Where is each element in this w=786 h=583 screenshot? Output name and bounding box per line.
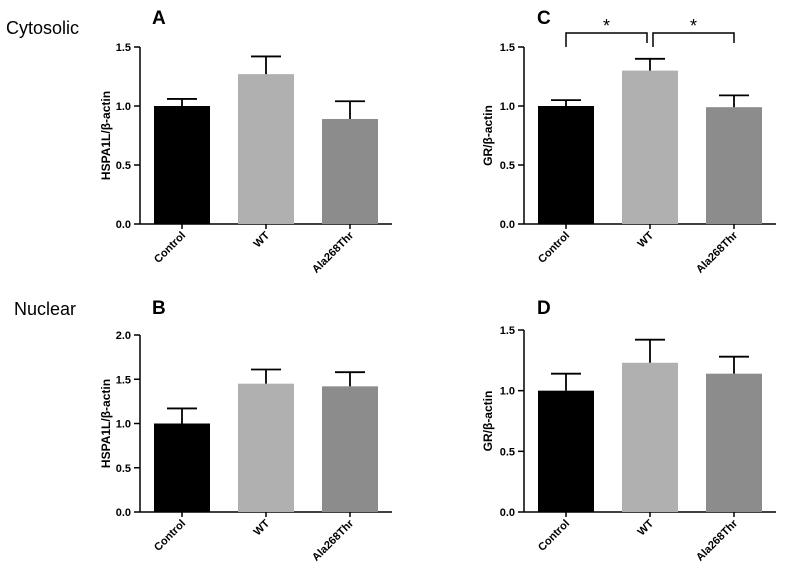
panel-a: A HSPA1L/β-actin 0.0 0.5 1.0 1.5 Control WT Ala2… bbox=[99, 8, 392, 276]
panel-d-category-label: Control bbox=[536, 518, 572, 554]
panel-d: D GR/β-actin 0.0 0.5 1.0 1.5 Control WT Ala268Th… bbox=[481, 298, 776, 564]
panel-d-ytick-label: 1.0 bbox=[500, 386, 515, 398]
panel-c-ytick-label: 0.5 bbox=[500, 160, 515, 172]
panel-d-ylabel: GR/β-actin bbox=[481, 391, 495, 452]
panel-b-ytick-label: 0.0 bbox=[116, 507, 131, 519]
panel-c-category-label: Ala268Thr bbox=[694, 229, 741, 276]
panel-c-bar-control bbox=[538, 106, 594, 224]
panel-b-bar-ala268thr bbox=[322, 386, 378, 512]
panel-b-category-label: Control bbox=[152, 518, 188, 554]
panel-d-ytick-label: 1.5 bbox=[500, 325, 515, 337]
panel-c-ytick-label: 1.5 bbox=[500, 42, 515, 54]
row-label-nuclear: Nuclear bbox=[14, 299, 76, 319]
panel-c-significance-bracket bbox=[565, 32, 648, 47]
panel-a-ytick-label: 1.0 bbox=[116, 101, 131, 113]
panel-c-category-label: Control bbox=[536, 230, 572, 266]
panel-a-letter: A bbox=[152, 8, 166, 29]
panel-a-category-label: Control bbox=[152, 230, 188, 266]
panel-c-ytick-label: 1.0 bbox=[500, 101, 515, 113]
panel-a-ytick-label: 0.5 bbox=[116, 160, 131, 172]
panel-a-bar-control bbox=[154, 106, 210, 224]
panel-d-bar-control bbox=[538, 390, 594, 512]
panel-b-letter: B bbox=[152, 298, 166, 319]
row-label-cytosolic: Cytosolic bbox=[6, 18, 79, 38]
panel-d-category-label: Ala268Thr bbox=[694, 517, 741, 564]
panel-d-letter: D bbox=[537, 298, 551, 319]
panel-b-ytick-label: 2.0 bbox=[116, 330, 131, 342]
panel-d-ytick-label: 0.0 bbox=[500, 507, 515, 519]
panel-c: C GR/β-actin 0.0 0.5 1.0 1.5 Control WT Ala268Th… bbox=[481, 8, 776, 276]
panel-a-ytick-label: 0.0 bbox=[116, 219, 131, 231]
panel-a-bar-ala268thr bbox=[322, 118, 378, 224]
panel-c-letter: C bbox=[537, 8, 551, 29]
panel-b-ytick-label: 1.0 bbox=[116, 419, 131, 431]
panel-c-category-label: WT bbox=[636, 229, 657, 250]
panel-a-category-label: Ala268Thr bbox=[310, 229, 357, 276]
panel-c-significance-star: * bbox=[603, 16, 610, 36]
panel-b-bar-control bbox=[154, 423, 210, 512]
panel-c-bar-wt bbox=[622, 70, 678, 224]
panel-c-significance-bracket bbox=[652, 32, 735, 47]
panel-b-bar-wt bbox=[238, 383, 294, 512]
panel-d-category-label: WT bbox=[636, 517, 657, 538]
panel-b-ylabel: HSPA1L/β-actin bbox=[99, 379, 113, 468]
panel-c-ytick-label: 0.0 bbox=[500, 219, 515, 231]
panel-a-ytick-label: 1.5 bbox=[116, 42, 131, 54]
panel-d-bar-wt bbox=[622, 362, 678, 512]
panel-d-bar-ala268thr bbox=[706, 373, 762, 512]
panel-a-category-label: WT bbox=[252, 229, 273, 250]
panel-c-bar-ala268thr bbox=[706, 107, 762, 224]
panel-d-ytick-label: 0.5 bbox=[500, 446, 515, 458]
panel-b-category-label: WT bbox=[252, 517, 273, 538]
panel-b-category-label: Ala268Thr bbox=[310, 517, 357, 564]
panel-c-ylabel: GR/β-actin bbox=[481, 105, 495, 166]
panel-b-ytick-label: 0.5 bbox=[116, 463, 131, 475]
panel-b: B HSPA1L/β-actin 0.0 0.5 1.0 1.5 2.0 Control WT A… bbox=[99, 298, 392, 564]
panel-a-ylabel: HSPA1L/β-actin bbox=[99, 91, 113, 180]
panel-b-ytick-label: 1.5 bbox=[116, 374, 131, 386]
panel-c-significance-star: * bbox=[690, 16, 697, 36]
panel-a-bar-wt bbox=[238, 74, 294, 224]
